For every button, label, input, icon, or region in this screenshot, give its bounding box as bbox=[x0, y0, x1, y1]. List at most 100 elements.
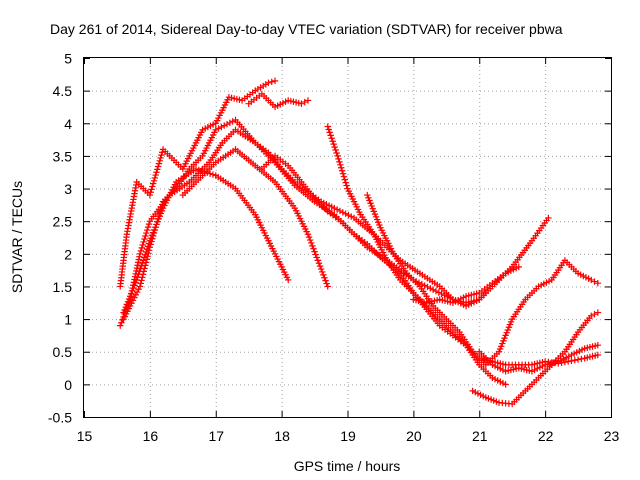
series-track-k bbox=[476, 342, 602, 375]
point-track-e-5-0 bbox=[192, 165, 200, 173]
point-track-f-8-4 bbox=[319, 268, 326, 276]
point-track-g-23-0 bbox=[568, 357, 575, 365]
point-track-d-2-5 bbox=[141, 235, 148, 243]
y-tick-label-7: 3 bbox=[64, 181, 72, 197]
x-tick-label-2: 17 bbox=[208, 428, 224, 444]
point-track-h-1-4 bbox=[338, 164, 345, 171]
point-track-f-8-8 bbox=[323, 280, 330, 287]
x-tick-label-7: 22 bbox=[538, 428, 554, 444]
point-track-h-0-8 bbox=[332, 146, 339, 154]
y-tick-label-10: 4.5 bbox=[53, 83, 73, 99]
point-track-j-9-0 bbox=[588, 312, 595, 320]
y-tick-label-3: 1 bbox=[64, 312, 72, 328]
point-track-j-end bbox=[594, 309, 602, 316]
point-track-c-18-4 bbox=[421, 282, 428, 289]
point-track-g-23-2 bbox=[574, 356, 582, 363]
point-track-c-8-3 bbox=[221, 122, 228, 129]
x-tick-label-0: 15 bbox=[77, 428, 93, 444]
point-track-h-1-7 bbox=[340, 173, 348, 180]
point-track-f-7-2 bbox=[306, 236, 314, 244]
point-track-d-1-14 bbox=[135, 256, 142, 263]
series-track-h bbox=[324, 123, 509, 388]
axis-ticks bbox=[84, 58, 612, 418]
point-track-a-11-0 bbox=[265, 79, 272, 87]
point-track-l-end bbox=[515, 263, 522, 271]
point-track-j-9-1 bbox=[591, 310, 598, 318]
point-track-f-8-7 bbox=[322, 277, 329, 284]
point-track-c-8-2 bbox=[218, 123, 225, 131]
point-track-d-1-11 bbox=[133, 264, 141, 272]
point-track-d-15-1 bbox=[333, 206, 341, 213]
point-track-e-1-0 bbox=[133, 276, 140, 284]
series-track-b bbox=[245, 90, 312, 111]
point-track-h-1-8 bbox=[341, 176, 349, 183]
point-track-a-3-2 bbox=[148, 186, 155, 193]
point-track-b-4-0 bbox=[298, 100, 305, 107]
point-track-d-2-2 bbox=[138, 244, 145, 252]
point-track-c-8-6 bbox=[229, 118, 236, 125]
tick-labels: 15 16 17 18 19 20 21 22 23 -0.5 0 0.5 1 1.5 2 2.5 3 3.5 4 4… bbox=[48, 51, 620, 445]
series-track-d bbox=[117, 126, 490, 329]
point-track-c-2-1 bbox=[137, 280, 144, 287]
plot-frame bbox=[83, 57, 612, 418]
point-track-d-2-0 bbox=[136, 250, 144, 258]
point-track-a-3-0 bbox=[146, 191, 154, 199]
point-track-b-4-1 bbox=[301, 98, 308, 106]
x-tick-label-6: 21 bbox=[472, 428, 488, 444]
point-track-d-0-0 bbox=[117, 322, 124, 329]
point-track-d-1-12 bbox=[134, 262, 141, 269]
point-track-c-1-6 bbox=[135, 286, 142, 293]
point-track-e-1-11 bbox=[143, 245, 151, 253]
point-track-e-1-5 bbox=[138, 262, 145, 270]
point-track-a-3-1 bbox=[147, 189, 154, 196]
point-track-d-2-4 bbox=[140, 238, 147, 246]
y-tick-label-5: 2 bbox=[64, 246, 72, 262]
point-track-f-7-6 bbox=[311, 248, 318, 255]
point-track-c-8-0 bbox=[212, 126, 219, 133]
point-track-f-7-8 bbox=[313, 254, 320, 261]
x-tick-label-3: 18 bbox=[274, 428, 290, 444]
point-track-h-0-9 bbox=[333, 149, 340, 157]
point-track-f-7-3 bbox=[308, 239, 315, 247]
y-tick-label-8: 3.5 bbox=[53, 148, 73, 164]
point-track-d-2-6 bbox=[142, 232, 149, 240]
point-track-f-7-1 bbox=[305, 233, 313, 241]
point-track-h-0-0 bbox=[324, 123, 331, 130]
y-tick-label-4: 1.5 bbox=[53, 279, 73, 295]
point-track-d-2-10 bbox=[145, 220, 153, 228]
point-track-a-3-12 bbox=[156, 157, 163, 165]
point-track-f-7-0 bbox=[304, 231, 312, 238]
point-track-a-3-5 bbox=[150, 177, 158, 184]
point-track-d-2-9 bbox=[144, 223, 152, 231]
point-track-f-8-0 bbox=[314, 257, 322, 264]
y-tick-label-11: 5 bbox=[64, 51, 72, 67]
point-track-k-end bbox=[594, 342, 602, 349]
point-track-d-2-3 bbox=[139, 241, 146, 249]
point-track-d-2-1 bbox=[137, 247, 145, 255]
x-tick-label-4: 19 bbox=[340, 428, 356, 444]
point-track-f-8-6 bbox=[321, 274, 328, 281]
point-track-c-8-1 bbox=[215, 125, 222, 132]
series-layer bbox=[117, 77, 602, 408]
point-track-d-15-2 bbox=[336, 207, 344, 215]
point-track-e-1-8 bbox=[141, 254, 148, 261]
point-track-h-1-5 bbox=[338, 167, 346, 174]
point-track-e-1-2 bbox=[135, 271, 142, 278]
series-track-a bbox=[117, 77, 279, 290]
y-tick-label-1: 0 bbox=[64, 377, 72, 393]
point-track-h-0-5 bbox=[329, 138, 336, 145]
x-axis-label: GPS time / hours bbox=[294, 458, 401, 474]
point-track-h-1-10 bbox=[343, 182, 350, 189]
point-track-g-22-2 bbox=[561, 358, 569, 366]
point-track-d-2-7 bbox=[143, 229, 150, 237]
x-tick-label-1: 16 bbox=[143, 428, 159, 444]
point-track-c-19-2 bbox=[435, 289, 442, 296]
point-track-c-18-5 bbox=[424, 283, 431, 291]
point-track-a-3-14 bbox=[158, 151, 165, 159]
point-track-a-3-3 bbox=[149, 183, 156, 190]
point-track-d-1-15 bbox=[136, 253, 143, 260]
chart-title: Day 261 of 2014, Sidereal Day-to-day VTE… bbox=[50, 21, 563, 37]
point-track-h-1-3 bbox=[337, 161, 344, 169]
